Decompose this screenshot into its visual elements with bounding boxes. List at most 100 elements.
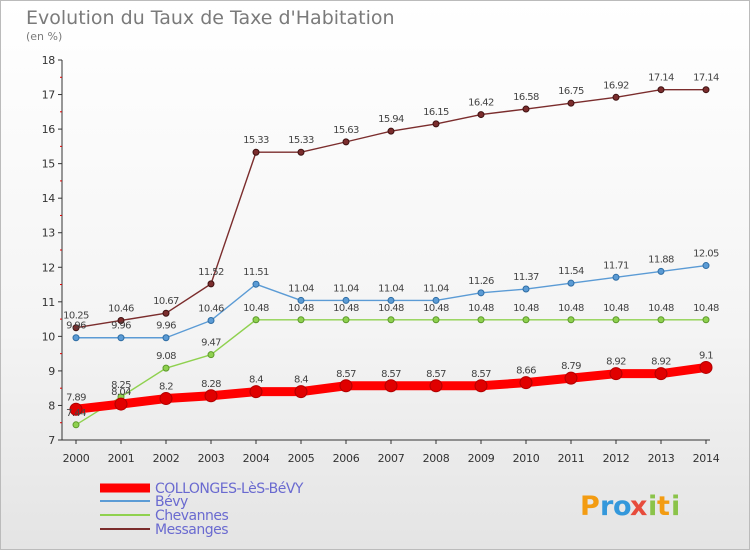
- data-label: 9.47: [201, 338, 221, 349]
- data-label: 16.42: [468, 98, 494, 109]
- data-label: 8.92: [606, 357, 626, 368]
- legend-label: COLLONGES-LèS-BéVY: [155, 481, 304, 497]
- data-label: 11.04: [333, 283, 359, 294]
- data-point: [612, 316, 620, 324]
- data-label: 15.94: [378, 114, 404, 125]
- y-tick-label: 13: [42, 227, 56, 240]
- data-label: 10.48: [333, 303, 359, 314]
- data-point: [429, 379, 443, 393]
- x-tick-label: 2011: [558, 452, 585, 465]
- data-point: [519, 376, 533, 390]
- data-point: [657, 316, 665, 324]
- data-label: 10.25: [63, 311, 89, 322]
- data-point: [342, 296, 350, 304]
- data-point: [702, 262, 710, 270]
- x-tick-label: 2012: [603, 452, 630, 465]
- svg-text:P: P: [580, 491, 600, 522]
- data-label: 10.48: [513, 303, 539, 314]
- data-label: 10.48: [468, 303, 494, 314]
- data-label: 8.57: [471, 369, 491, 380]
- data-point: [657, 86, 665, 94]
- data-label: 9.1: [699, 350, 713, 361]
- data-point: [252, 280, 260, 288]
- data-point: [294, 385, 308, 399]
- data-label: 15.33: [288, 135, 314, 146]
- data-point: [342, 138, 350, 146]
- data-point: [474, 379, 488, 393]
- chart-title: Evolution du Taux de Taxe d'Habitation: [26, 7, 395, 29]
- data-point: [207, 351, 215, 359]
- data-label: 8.57: [426, 369, 446, 380]
- data-label: 8.4: [294, 375, 308, 386]
- data-label: 10.48: [423, 303, 449, 314]
- data-point: [477, 316, 485, 324]
- data-label: 10.48: [648, 303, 674, 314]
- data-label: 8.25: [111, 380, 131, 391]
- data-point: [522, 285, 530, 293]
- y-tick-label: 12: [42, 261, 55, 274]
- data-label: 7.89: [66, 392, 86, 403]
- data-label: 8.79: [561, 361, 581, 372]
- data-label: 8.57: [336, 369, 356, 380]
- x-tick-label: 2010: [513, 452, 540, 465]
- svg-text:o: o: [613, 491, 632, 522]
- data-point: [72, 324, 80, 332]
- data-point: [522, 316, 530, 324]
- data-label: 11.52: [198, 267, 224, 278]
- data-label: 8.28: [201, 379, 221, 390]
- proxiti-logo: P r o x i t i: [580, 491, 680, 522]
- data-point: [249, 385, 263, 399]
- x-tick-label: 2014: [693, 452, 720, 465]
- x-tick-label: 2004: [243, 452, 270, 465]
- data-label: 16.15: [423, 107, 449, 118]
- data-label: 12.05: [693, 249, 719, 260]
- data-label: 17.14: [693, 73, 719, 84]
- x-tick-label: 2006: [333, 452, 360, 465]
- data-point: [477, 289, 485, 297]
- data-label: 9.96: [66, 321, 86, 332]
- data-point: [207, 280, 215, 288]
- data-label: 11.26: [468, 276, 494, 287]
- data-label: 10.48: [288, 303, 314, 314]
- data-point: [387, 296, 395, 304]
- data-label: 10.48: [378, 303, 404, 314]
- data-label: 8.2: [159, 382, 173, 393]
- data-point: [387, 127, 395, 135]
- data-point: [654, 367, 668, 381]
- y-tick-label: 9: [48, 365, 55, 378]
- data-point: [72, 421, 80, 429]
- data-label: 10.46: [108, 303, 134, 314]
- chart-subtitle: (en %): [26, 30, 62, 43]
- x-tick-label: 2009: [468, 452, 495, 465]
- data-point: [339, 379, 353, 393]
- y-tick-label: 15: [42, 158, 56, 171]
- data-point: [567, 279, 575, 287]
- data-label: 11.04: [288, 283, 314, 294]
- data-point: [612, 273, 620, 281]
- data-point: [699, 360, 713, 374]
- data-point: [522, 105, 530, 113]
- data-point: [207, 316, 215, 324]
- data-point: [477, 111, 485, 119]
- data-label: 15.63: [333, 125, 359, 136]
- y-tick-label: 8: [48, 399, 55, 412]
- y-tick-label: 18: [42, 54, 56, 67]
- data-label: 11.88: [648, 254, 674, 265]
- x-tick-label: 2013: [648, 452, 675, 465]
- data-point: [384, 379, 398, 393]
- x-tick-label: 2001: [108, 452, 135, 465]
- data-point: [117, 316, 125, 324]
- data-label: 16.58: [513, 92, 539, 103]
- data-label: 10.48: [603, 303, 629, 314]
- data-label: 11.71: [603, 260, 629, 271]
- data-point: [72, 334, 80, 342]
- data-point: [162, 334, 170, 342]
- data-point: [162, 364, 170, 372]
- data-label: 11.54: [558, 266, 584, 277]
- data-point: [432, 296, 440, 304]
- y-tick-label: 7: [48, 434, 55, 447]
